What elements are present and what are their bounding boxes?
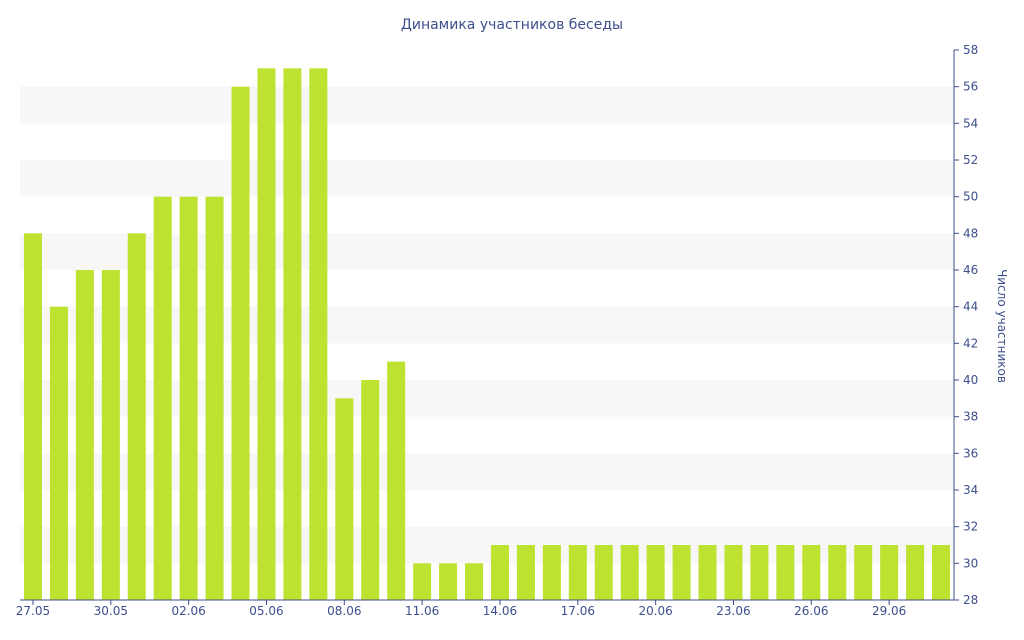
bar	[205, 196, 224, 600]
bar	[646, 545, 665, 600]
bar	[698, 545, 717, 600]
bar	[101, 270, 120, 600]
x-tick-label: 29.06	[872, 604, 906, 618]
x-tick-label: 26.06	[794, 604, 828, 618]
grid-band	[20, 86, 954, 124]
bar	[906, 545, 925, 600]
y-tick-label: 34	[963, 483, 978, 497]
x-tick-label: 02.06	[171, 604, 205, 618]
grid-band	[20, 306, 954, 344]
bar	[127, 233, 146, 601]
bar	[283, 68, 302, 601]
bar	[179, 196, 198, 600]
bar	[439, 563, 458, 600]
bar	[153, 196, 172, 600]
chart-title: Динамика участников беседы	[401, 17, 623, 33]
bar	[49, 306, 68, 600]
y-tick-label: 40	[963, 373, 978, 387]
bar	[802, 545, 821, 600]
x-tick-label: 11.06	[405, 604, 439, 618]
y-tick-label: 28	[963, 593, 978, 607]
x-tick-label: 05.06	[249, 604, 283, 618]
bar	[750, 545, 769, 600]
y-tick-label: 54	[963, 116, 978, 130]
bar	[257, 68, 276, 601]
y-tick-label: 30	[963, 556, 978, 570]
bar	[672, 545, 691, 600]
x-axis: 27.05 30.05 02.06 05.06 08.06 11.06 14.06 17.06…	[16, 599, 954, 618]
y-tick-label: 36	[963, 446, 978, 460]
bar	[854, 545, 873, 600]
bar	[542, 545, 561, 600]
y-tick-label: 50	[963, 190, 978, 204]
x-tick-label: 23.06	[716, 604, 750, 618]
bar	[724, 545, 743, 600]
x-tick-label: 20.06	[638, 604, 672, 618]
y-tick-label: 56	[963, 80, 978, 94]
grid-bands	[20, 86, 954, 564]
bar	[335, 398, 354, 600]
y-tick-label: 48	[963, 226, 978, 240]
y-tick-label: 46	[963, 263, 978, 277]
bar	[828, 545, 847, 600]
x-tick-label: 14.06	[483, 604, 517, 618]
y-tick-label: 42	[963, 336, 978, 350]
x-tick-label: 30.05	[94, 604, 128, 618]
bar	[776, 545, 795, 600]
x-tick-label: 27.05	[16, 604, 50, 618]
x-tick-label: 17.06	[561, 604, 595, 618]
y-tick-label: 44	[963, 300, 978, 314]
bar	[516, 545, 535, 600]
bar	[465, 563, 484, 600]
bar	[75, 270, 94, 600]
y-tick-label: 52	[963, 153, 978, 167]
bar	[23, 233, 42, 601]
bar	[568, 545, 587, 600]
bar	[387, 361, 406, 600]
bar	[594, 545, 613, 600]
grid-band	[20, 160, 954, 197]
bars	[23, 68, 951, 601]
y-axis: 28 30 32 34 36 38 40 42 44 46 48 50 52 54 56 58	[953, 43, 978, 607]
grid-band	[20, 526, 954, 564]
y-tick-label: 32	[963, 520, 978, 534]
grid-band	[20, 233, 954, 270]
bar	[231, 86, 250, 600]
y-axis-label: Число участников	[995, 269, 1009, 383]
y-tick-label: 58	[963, 43, 978, 57]
bar	[361, 380, 380, 600]
bar	[309, 68, 328, 601]
y-tick-label: 38	[963, 410, 978, 424]
x-tick-label: 08.06	[327, 604, 361, 618]
bar	[932, 545, 951, 600]
bar	[620, 545, 639, 600]
bar	[413, 563, 432, 600]
grid-band	[20, 453, 954, 490]
bar	[880, 545, 899, 600]
grid-band	[20, 380, 954, 417]
bar	[490, 545, 509, 600]
